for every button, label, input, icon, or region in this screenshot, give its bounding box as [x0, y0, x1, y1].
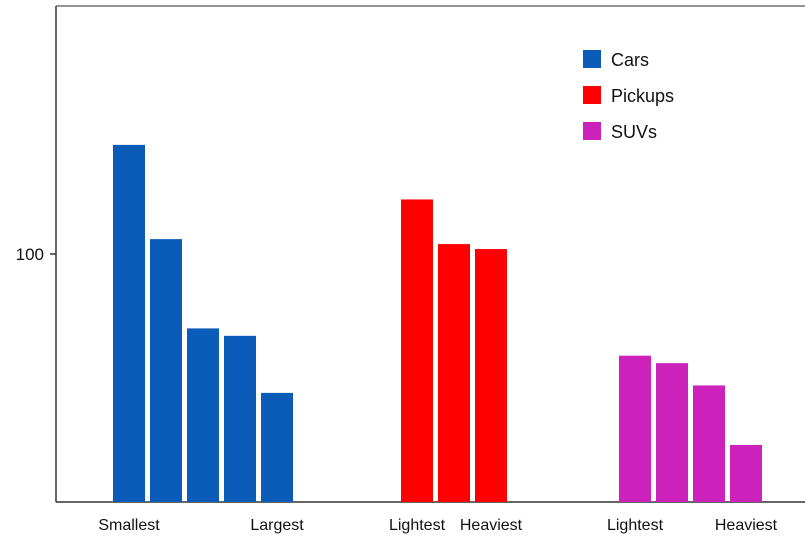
x-tick-label: Lightest — [389, 517, 446, 534]
legend: Cars Pickups SUVs — [583, 50, 674, 142]
legend-label-pickups: Pickups — [611, 86, 674, 106]
legend-swatch-suvs — [583, 122, 601, 140]
category-labels: Smallest Largest Lightest Heaviest Lightest H… — [98, 517, 777, 534]
legend-label-cars: Cars — [611, 50, 649, 70]
bar-cars-3 — [187, 328, 219, 502]
y-tick-label: 100 — [16, 245, 44, 264]
bar-suvs-2 — [656, 363, 688, 502]
x-tick-label: Smallest — [98, 517, 160, 534]
x-tick-label: Heaviest — [460, 517, 523, 534]
legend-swatch-cars — [583, 50, 601, 68]
x-tick-label: Heaviest — [715, 517, 778, 534]
bar-cars-2 — [150, 239, 182, 502]
bar-pickups-3 — [475, 249, 507, 502]
legend-swatch-pickups — [583, 86, 601, 104]
bar-cars-4 — [224, 336, 256, 502]
bars — [113, 145, 762, 502]
x-tick-label: Largest — [250, 517, 304, 534]
x-tick-label: Lightest — [607, 517, 664, 534]
legend-label-suvs: SUVs — [611, 122, 657, 142]
bar-suvs-3 — [693, 385, 725, 502]
bar-pickups-1 — [401, 199, 433, 502]
bar-cars-1 — [113, 145, 145, 502]
bar-pickups-2 — [438, 244, 470, 502]
bar-cars-5 — [261, 393, 293, 502]
bar-suvs-4 — [730, 445, 762, 502]
bar-suvs-1 — [619, 356, 651, 502]
